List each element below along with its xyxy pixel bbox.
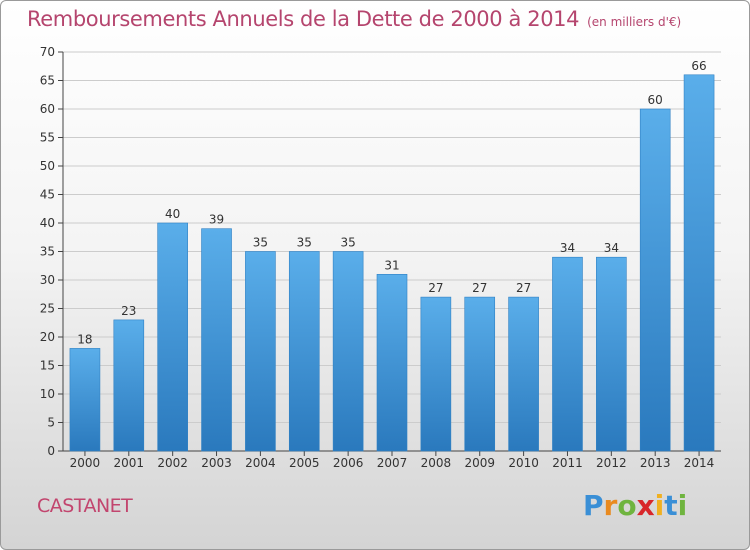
x-tick-label-2001: 2001 (114, 456, 145, 470)
data-label-2012: 34 (604, 241, 619, 255)
logo-letter: o (617, 489, 637, 522)
data-label-2005: 35 (297, 236, 312, 250)
chart-title: Remboursements Annuels de la Dette de 20… (27, 7, 681, 31)
bar-2009 (464, 296, 496, 452)
x-tick-label-2012: 2012 (596, 456, 627, 470)
x-tick-label-2005: 2005 (289, 456, 320, 470)
y-tick-label: 30 (40, 273, 55, 287)
data-label-2007: 31 (384, 258, 399, 272)
data-label-2009: 27 (472, 281, 487, 295)
data-label-2002: 40 (165, 207, 180, 221)
bars (69, 74, 715, 452)
data-label-2014: 66 (691, 59, 706, 73)
y-tick-label: 25 (40, 302, 55, 316)
bar-2011 (552, 256, 583, 452)
x-tick-label-2003: 2003 (201, 456, 232, 470)
y-tick-label: 50 (40, 159, 55, 173)
bar-2003 (201, 228, 232, 452)
chart-subtitle: (en milliers d'€) (587, 15, 682, 29)
proxiti-logo: Proxiti (583, 489, 687, 522)
bar-2007 (376, 273, 408, 452)
data-label-2008: 27 (428, 281, 443, 295)
data-label-2003: 39 (209, 213, 224, 227)
logo-letter: P (583, 489, 604, 522)
data-labels: 18 23 40 39 35 35 35 31 27 27 27 34 34 60 66 (77, 59, 706, 347)
x-tick-label-2013: 2013 (640, 456, 671, 470)
x-tick-label-2000: 2000 (70, 456, 101, 470)
x-tick-label-2009: 2009 (464, 456, 495, 470)
bar-2001 (113, 319, 145, 452)
y-tick-label: 40 (40, 216, 55, 230)
data-label-2000: 18 (77, 332, 92, 346)
y-tick-label: 5 (47, 416, 55, 430)
y-tick-label: 70 (40, 45, 55, 59)
bar-2002 (157, 222, 188, 452)
logo-letter: r (603, 489, 618, 522)
x-tick-label-2008: 2008 (421, 456, 452, 470)
bar-2013 (639, 108, 671, 452)
bar-2000 (69, 348, 101, 452)
y-tick-label: 0 (47, 444, 55, 458)
bar-2010 (508, 296, 539, 452)
y-tick-label: 15 (40, 359, 55, 373)
x-tick-label-2006: 2006 (333, 456, 364, 470)
logo-letter: i (677, 489, 688, 522)
data-label-2013: 60 (648, 93, 663, 107)
logo-letter: t (664, 489, 678, 522)
bar-2012 (596, 256, 627, 452)
y-tick-label: 35 (40, 245, 55, 259)
x-tick-label-2014: 2014 (684, 456, 715, 470)
commune-name: CASTANET (37, 495, 133, 517)
data-label-2006: 35 (340, 236, 355, 250)
y-tick-label: 10 (40, 387, 55, 401)
logo-letter: x (636, 489, 655, 522)
x-tick-labels: 2000 2001 2002 2003 2004 2005 2006 2007 2008 2009… (70, 456, 715, 470)
chart-title-text: Remboursements Annuels de la Dette de 20… (27, 7, 580, 31)
y-tick-label: 65 (40, 74, 55, 88)
data-label-2011: 34 (560, 241, 575, 255)
data-label-2010: 27 (516, 281, 531, 295)
bar-2014 (683, 74, 715, 452)
bar-2008 (420, 296, 452, 452)
bar-2004 (245, 251, 276, 452)
x-tick-label-2007: 2007 (377, 456, 408, 470)
x-tick-label-2011: 2011 (552, 456, 583, 470)
bar-2006 (332, 251, 364, 452)
y-tick-label: 60 (40, 102, 55, 116)
y-tick-label: 20 (40, 330, 55, 344)
x-tick-label-2004: 2004 (245, 456, 276, 470)
bar-2005 (288, 251, 320, 452)
x-tick-label-2010: 2010 (508, 456, 539, 470)
data-label-2004: 35 (253, 236, 268, 250)
y-tick-labels: 0 5 10 15 20 25 30 35 40 45 50 55 60 65 70 (40, 45, 55, 458)
logo-letter: i (654, 489, 665, 522)
x-tick-label-2002: 2002 (157, 456, 188, 470)
data-label-2001: 23 (121, 304, 136, 318)
y-tick-label: 45 (40, 188, 55, 202)
y-tick-label: 55 (40, 131, 55, 145)
